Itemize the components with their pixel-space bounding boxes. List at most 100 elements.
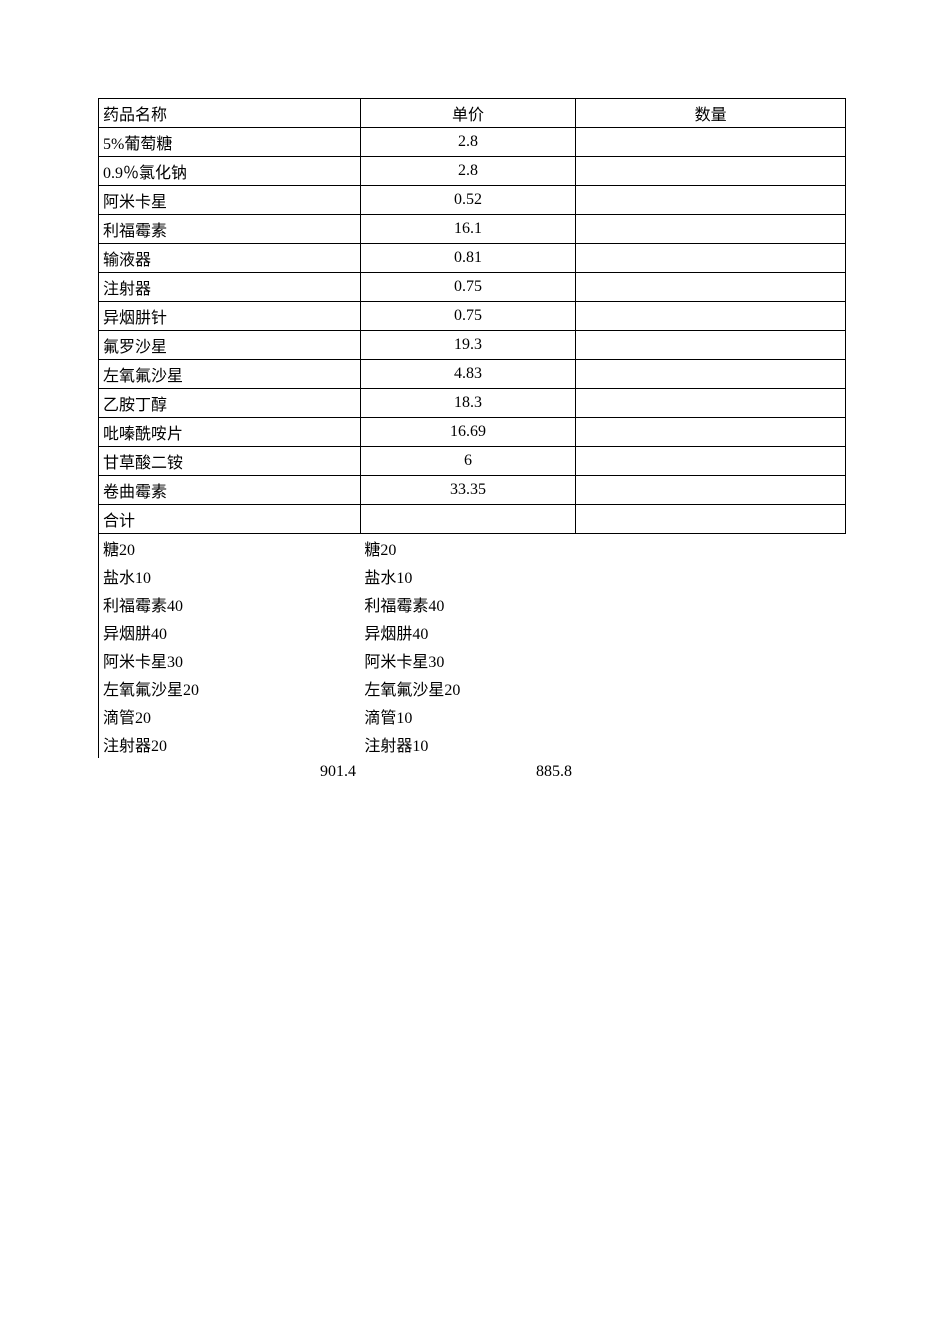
cell-name: 输液器 [99, 244, 361, 273]
table-row: 注射器 0.75 [99, 273, 846, 302]
note-cell [576, 646, 846, 674]
note-row: 滴管20 滴管10 [99, 702, 847, 730]
table-row: 甘草酸二铵 6 [99, 447, 846, 476]
note-cell: 滴管20 [99, 702, 361, 730]
cell-price [360, 505, 576, 534]
note-cell: 糖20 [360, 534, 576, 562]
cell-name: 注射器 [99, 273, 361, 302]
cell-price: 0.52 [360, 186, 576, 215]
cell-qty [576, 505, 846, 534]
cell-qty [576, 389, 846, 418]
note-row: 异烟肼40 异烟肼40 [99, 618, 847, 646]
cell-qty [576, 418, 846, 447]
table-row: 卷曲霉素 33.35 [99, 476, 846, 505]
cell-qty [576, 244, 846, 273]
document-page: 药品名称 单价 数量 5%葡萄糖 2.8 0.9％氯化钠 2.8 阿米卡星 0.… [0, 0, 945, 1338]
cell-price: 33.35 [360, 476, 576, 505]
note-cell [576, 618, 846, 646]
cell-price: 0.75 [360, 302, 576, 331]
cell-name: 吡嗪酰咹片 [99, 418, 361, 447]
cell-price: 16.1 [360, 215, 576, 244]
note-cell: 左氧氟沙星20 [99, 674, 361, 702]
cell-qty [576, 331, 846, 360]
note-cell: 盐水10 [99, 562, 361, 590]
table-row: 吡嗪酰咹片 16.69 [99, 418, 846, 447]
header-price: 单价 [360, 99, 576, 128]
table-row: 阿米卡星 0.52 [99, 186, 846, 215]
cell-name: 乙胺丁醇 [99, 389, 361, 418]
cell-name: 氟罗沙星 [99, 331, 361, 360]
cell-name: 异烟肼针 [99, 302, 361, 331]
cell-qty [576, 476, 846, 505]
note-cell [576, 702, 846, 730]
cell-qty [576, 302, 846, 331]
total-left: 901.4 [98, 758, 360, 785]
cell-price: 0.75 [360, 273, 576, 302]
table-row: 5%葡萄糖 2.8 [99, 128, 846, 157]
note-cell: 盐水10 [360, 562, 576, 590]
note-row: 盐水10 盐水10 [99, 562, 847, 590]
totals-table: 901.4 885.8 [98, 758, 846, 785]
cell-name: 卷曲霉素 [99, 476, 361, 505]
cell-name: 阿米卡星 [99, 186, 361, 215]
totals-row: 901.4 885.8 [98, 758, 846, 785]
cell-qty [576, 186, 846, 215]
note-cell [576, 562, 846, 590]
table-row: 左氧氟沙星 4.83 [99, 360, 846, 389]
cell-name: 5%葡萄糖 [99, 128, 361, 157]
table-row: 输液器 0.81 [99, 244, 846, 273]
note-row: 注射器20 注射器10 [99, 730, 847, 758]
note-cell [576, 534, 846, 562]
cell-price: 19.3 [360, 331, 576, 360]
cell-name: 0.9％氯化钠 [99, 157, 361, 186]
cell-name: 利福霉素 [99, 215, 361, 244]
cell-price: 4.83 [360, 360, 576, 389]
note-row: 利福霉素40 利福霉素40 [99, 590, 847, 618]
note-cell: 利福霉素40 [360, 590, 576, 618]
note-cell: 糖20 [99, 534, 361, 562]
table-row-total: 合计 [99, 505, 846, 534]
table-row: 氟罗沙星 19.3 [99, 331, 846, 360]
note-cell: 注射器20 [99, 730, 361, 758]
table-row: 乙胺丁醇 18.3 [99, 389, 846, 418]
note-row: 糖20 糖20 [99, 534, 847, 562]
note-cell: 异烟肼40 [99, 618, 361, 646]
cell-name: 合计 [99, 505, 361, 534]
note-cell [576, 590, 846, 618]
header-qty: 数量 [576, 99, 846, 128]
cell-qty [576, 273, 846, 302]
note-row: 左氧氟沙星20 左氧氟沙星20 [99, 674, 847, 702]
cell-name: 甘草酸二铵 [99, 447, 361, 476]
note-cell: 异烟肼40 [360, 618, 576, 646]
cell-qty [576, 215, 846, 244]
cell-price: 6 [360, 447, 576, 476]
cell-qty [576, 447, 846, 476]
table-row: 利福霉素 16.1 [99, 215, 846, 244]
cell-price: 2.8 [360, 157, 576, 186]
note-cell: 左氧氟沙星20 [360, 674, 576, 702]
table-row: 0.9％氯化钠 2.8 [99, 157, 846, 186]
total-right: 885.8 [360, 758, 576, 785]
notes-table: 糖20 糖20 盐水10 盐水10 利福霉素40 利福霉素40 异烟肼40 异烟… [98, 534, 846, 758]
note-cell: 阿米卡星30 [360, 646, 576, 674]
cell-name: 左氧氟沙星 [99, 360, 361, 389]
cell-qty [576, 360, 846, 389]
cell-price: 16.69 [360, 418, 576, 447]
note-cell: 利福霉素40 [99, 590, 361, 618]
table-body: 5%葡萄糖 2.8 0.9％氯化钠 2.8 阿米卡星 0.52 利福霉素 16.… [99, 128, 846, 534]
cell-qty [576, 157, 846, 186]
note-cell [576, 674, 846, 702]
note-cell: 滴管10 [360, 702, 576, 730]
note-row: 阿米卡星30 阿米卡星30 [99, 646, 847, 674]
cell-price: 0.81 [360, 244, 576, 273]
table-row: 异烟肼针 0.75 [99, 302, 846, 331]
cell-price: 18.3 [360, 389, 576, 418]
cell-qty [576, 128, 846, 157]
note-cell: 阿米卡星30 [99, 646, 361, 674]
note-cell [576, 730, 846, 758]
drug-price-table: 药品名称 单价 数量 5%葡萄糖 2.8 0.9％氯化钠 2.8 阿米卡星 0.… [98, 98, 846, 534]
note-cell: 注射器10 [360, 730, 576, 758]
cell-price: 2.8 [360, 128, 576, 157]
table-header-row: 药品名称 单价 数量 [99, 99, 846, 128]
header-name: 药品名称 [99, 99, 361, 128]
